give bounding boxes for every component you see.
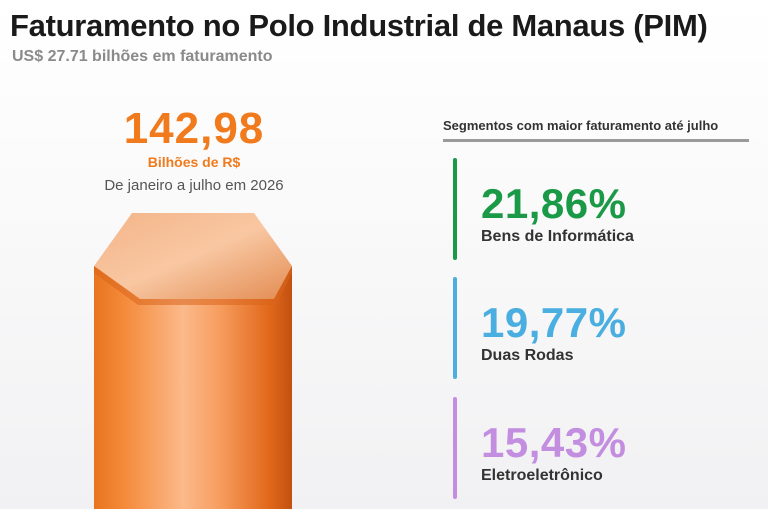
segment-accent-bar bbox=[453, 277, 457, 379]
total-revenue-value: 142,98 bbox=[123, 104, 265, 153]
pillar-body bbox=[94, 266, 292, 509]
total-revenue-period: De janeiro a julho em 2026 bbox=[104, 177, 284, 194]
segments-header: Segmentos com maior faturamento até julh… bbox=[443, 118, 749, 142]
pillar-top bbox=[94, 213, 292, 299]
page-title: Faturamento no Polo Industrial de Manaus… bbox=[10, 8, 708, 43]
page-subtitle: US$ 27.71 bilhões em faturamento bbox=[12, 48, 273, 65]
revenue-pillar-illustration bbox=[94, 213, 292, 509]
total-revenue-unit: Bilhões de R$ bbox=[147, 154, 241, 170]
segment-label: Bens de Informática bbox=[481, 228, 634, 245]
segment-label: Eletroeletrônico bbox=[481, 467, 603, 484]
segment-duas-rodas: 19,77% Duas Rodas bbox=[453, 277, 753, 379]
segment-label: Duas Rodas bbox=[481, 347, 574, 364]
segment-eletroeletronico: 15,43% Eletroeletrônico bbox=[453, 397, 753, 499]
segment-accent-bar bbox=[453, 397, 457, 499]
segment-percent: 21,86% bbox=[481, 180, 627, 227]
segment-percent: 15,43% bbox=[481, 419, 627, 466]
segment-accent-bar bbox=[453, 158, 457, 260]
segment-bens-de-informatica: 21,86% Bens de Informática bbox=[453, 158, 753, 260]
segment-percent: 19,77% bbox=[481, 299, 627, 346]
